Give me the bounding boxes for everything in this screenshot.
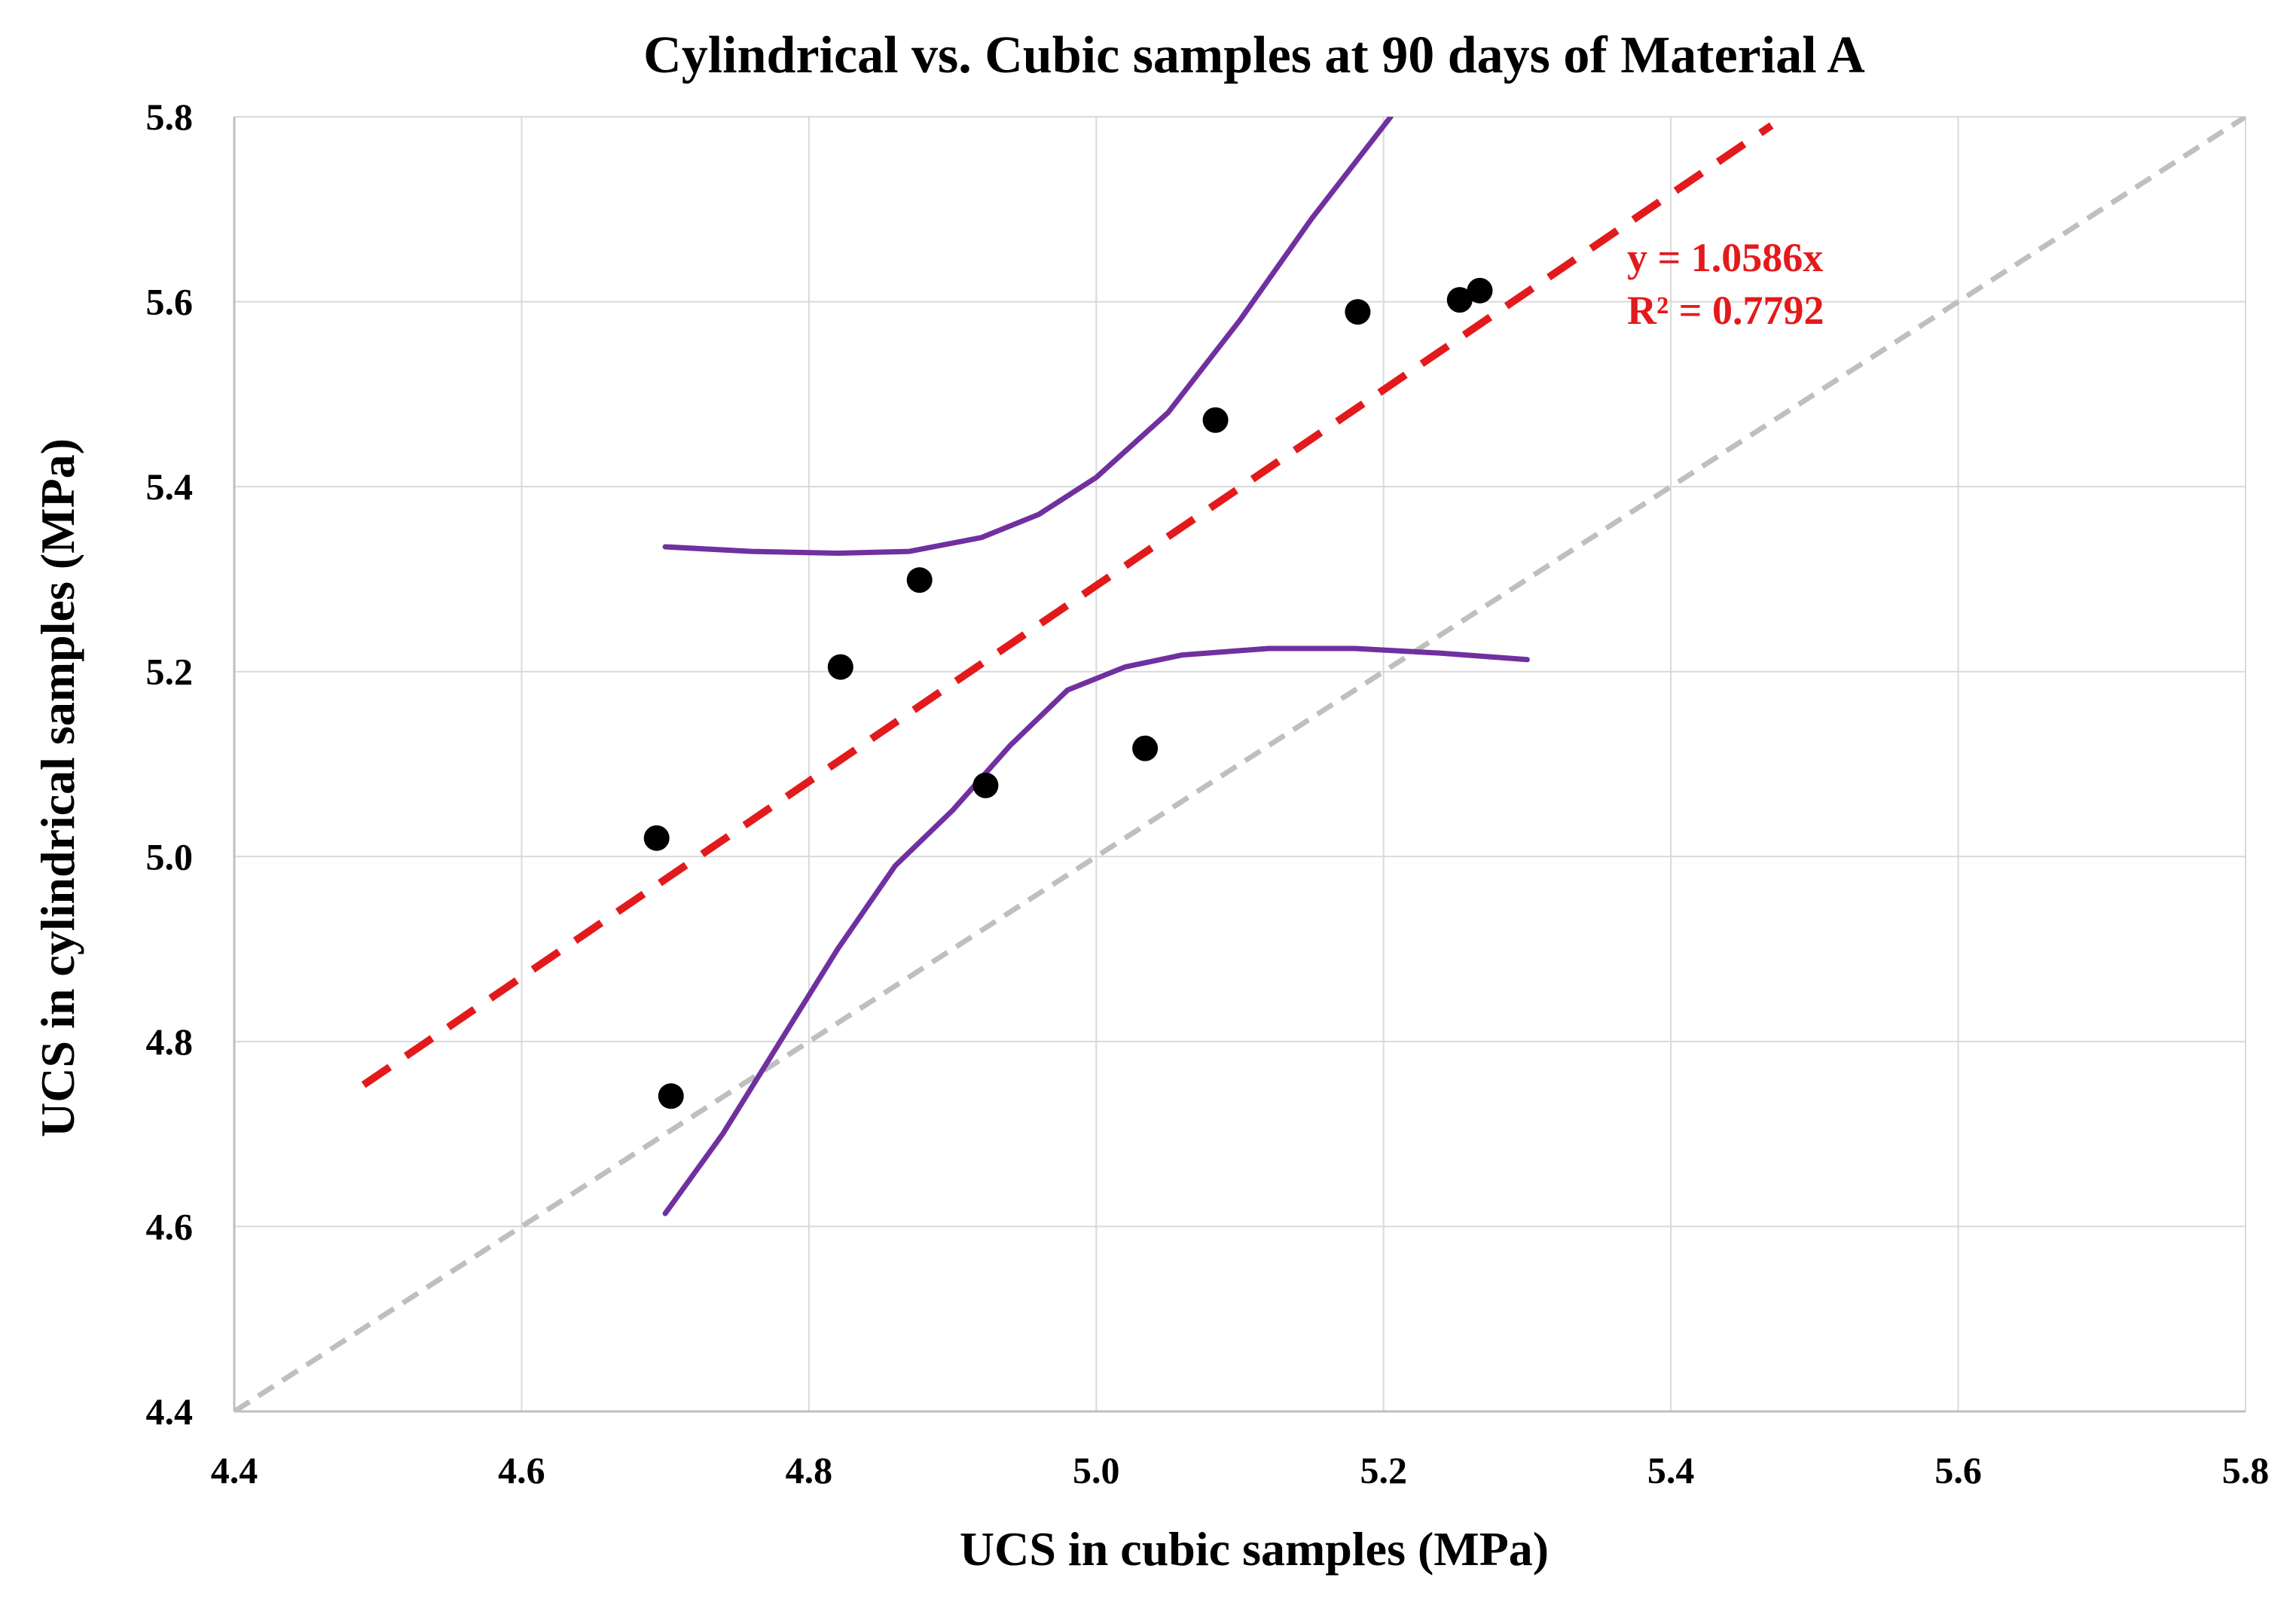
- y-axis-label: UCS in cylindrical samples (MPa): [31, 438, 84, 1137]
- data-points: [643, 277, 1493, 1109]
- y-tick-label: 5.2: [146, 651, 194, 693]
- x-tick-label: 5.6: [1934, 1449, 1982, 1491]
- x-tick-label: 4.8: [786, 1449, 833, 1491]
- data-point: [827, 654, 853, 680]
- x-tick-label: 4.6: [498, 1449, 545, 1491]
- y-tick-label: 4.8: [146, 1021, 194, 1063]
- x-tick-label: 5.4: [1647, 1449, 1695, 1491]
- data-point: [1467, 277, 1493, 304]
- trendline-equation: y = 1.0586x: [1627, 235, 1823, 280]
- lower-confidence-band: [662, 645, 1530, 1216]
- r-squared-label: R² = 0.7792: [1627, 288, 1824, 333]
- data-point: [1446, 287, 1473, 313]
- trendline: [361, 122, 1774, 1088]
- y-tick-label: 5.0: [146, 835, 194, 877]
- data-point: [643, 825, 670, 851]
- x-tick-label: 4.4: [211, 1449, 258, 1491]
- data-point: [972, 772, 999, 798]
- data-point: [658, 1083, 684, 1109]
- axes: [233, 117, 2246, 1413]
- x-axis-label: UCS in cubic samples (MPa): [960, 1522, 1549, 1576]
- data-point: [906, 567, 933, 593]
- equality-line: [234, 117, 2246, 1411]
- chart-title: Cylindrical vs. Cubic samples at 90 days…: [643, 26, 1865, 84]
- y-tick-label: 5.4: [146, 465, 194, 508]
- tick-labels: 4.4 4.6 4.8 5.0 5.2 5.4 5.6 5.8 4.4 4.6 4.8 5.0 5.2 5…: [146, 96, 2270, 1491]
- data-point: [1345, 299, 1371, 325]
- lines: [234, 117, 2246, 1411]
- grid: [234, 116, 2246, 1412]
- y-tick-label: 5.8: [146, 96, 194, 138]
- x-tick-label: 5.8: [2222, 1449, 2270, 1491]
- upper-confidence-band: [662, 117, 1394, 556]
- x-tick-label: 5.2: [1360, 1449, 1407, 1491]
- y-tick-label: 4.6: [146, 1205, 194, 1247]
- y-tick-label: 5.6: [146, 281, 194, 323]
- y-tick-label: 4.4: [146, 1390, 194, 1433]
- x-tick-label: 5.0: [1073, 1449, 1120, 1491]
- data-point: [1132, 735, 1159, 761]
- data-point: [1202, 407, 1229, 433]
